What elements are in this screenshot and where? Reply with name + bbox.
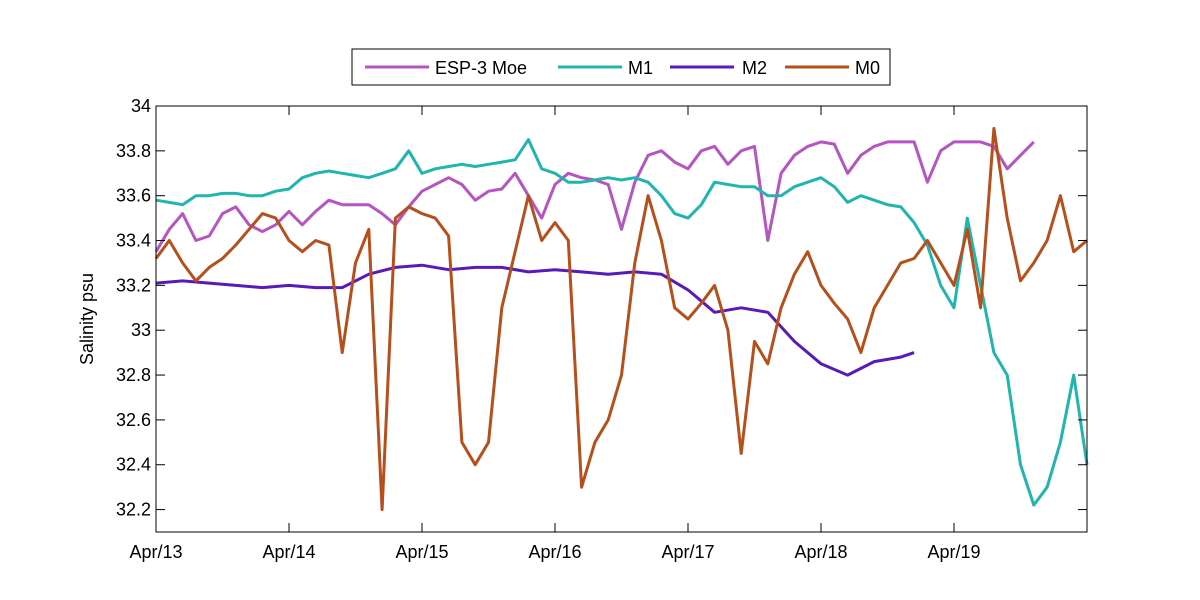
x-tick-label: Apr/19 [927,542,980,562]
legend-label: M1 [628,58,653,78]
legend-label: ESP-3 Moe [435,58,527,78]
series-line-m0 [154,126,1088,512]
x-tick-label: Apr/15 [395,542,448,562]
y-tick-label: 32.8 [116,365,151,385]
x-tick-label: Apr/18 [794,542,847,562]
y-tick-label: 33 [131,320,151,340]
y-tick-label: 33.4 [116,231,151,251]
legend-label: M2 [742,58,767,78]
plot-frame [155,105,1088,533]
y-tick-label: 33.8 [116,141,151,161]
y-tick-label: 33.2 [116,275,151,295]
legend-label: M0 [855,58,880,78]
series-line-m2 [155,263,915,377]
y-tick-label: 34 [131,96,151,116]
x-tick-label: Apr/17 [661,542,714,562]
y-tick-label: 32.4 [116,455,151,475]
y-tick-labels: 34 33.8 33.6 33.4 33.2 33 32.8 32.6 32.4 32.2 [116,96,151,520]
series-line-esp-3-moe [154,140,1035,253]
series-line-m1 [155,138,1089,507]
x-tick-label: Apr/16 [528,542,581,562]
legend: ESP-3 Moe M1 M2 M0 [351,48,891,86]
axis-ticks [155,105,1087,532]
y-axis-title: Salinity psu [77,273,97,365]
x-tick-label: Apr/14 [262,542,315,562]
x-tick-labels: Apr/13 Apr/14 Apr/15 Apr/16 Apr/17 Apr/18 Apr/… [129,542,980,562]
y-tick-label: 32.6 [116,410,151,430]
y-tick-label: 32.2 [116,500,151,520]
x-tick-label: Apr/13 [129,542,182,562]
plot-lines [154,126,1089,512]
y-tick-label: 33.6 [116,186,151,206]
